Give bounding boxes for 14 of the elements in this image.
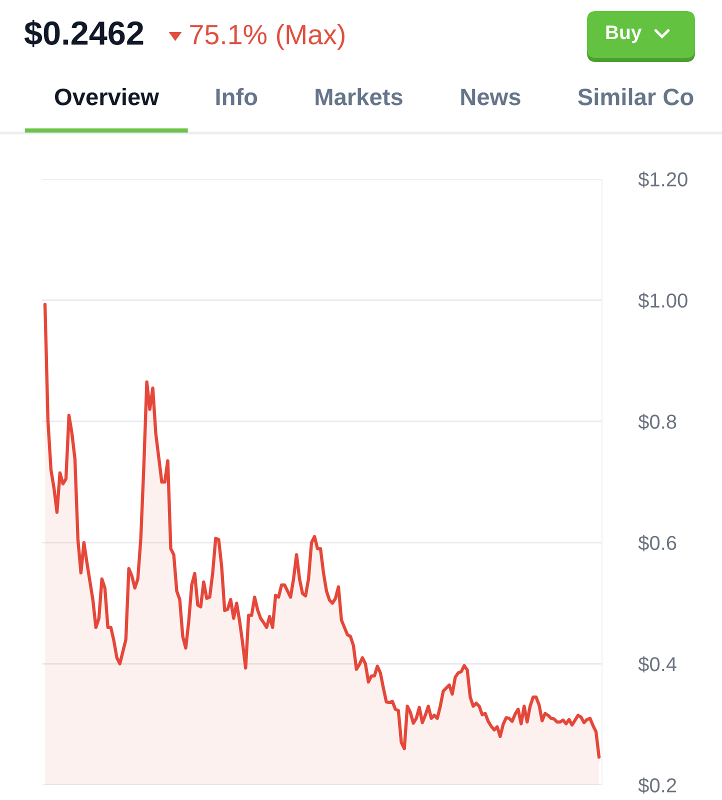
text: Markets [316, 88, 402, 106]
text: Info [216, 88, 258, 106]
text: Buy [606, 26, 642, 44]
y-tick-label: $0.2 [638, 777, 676, 794]
chart-title: $0.2462 [24, 20, 144, 48]
chart-subtitle: 75.1% (Max) [190, 24, 344, 50]
y-tick-label: $0.4 [638, 656, 676, 672]
y-tick-label: $1.00 [638, 292, 688, 309]
y-tick-label: $0.6 [638, 535, 676, 552]
y-tick-label: $0.8 [638, 414, 676, 430]
text: Overview [54, 88, 160, 106]
text: Similar Co [578, 88, 694, 106]
y-tick-label: $1.20 [638, 171, 688, 188]
text: News [461, 88, 520, 106]
